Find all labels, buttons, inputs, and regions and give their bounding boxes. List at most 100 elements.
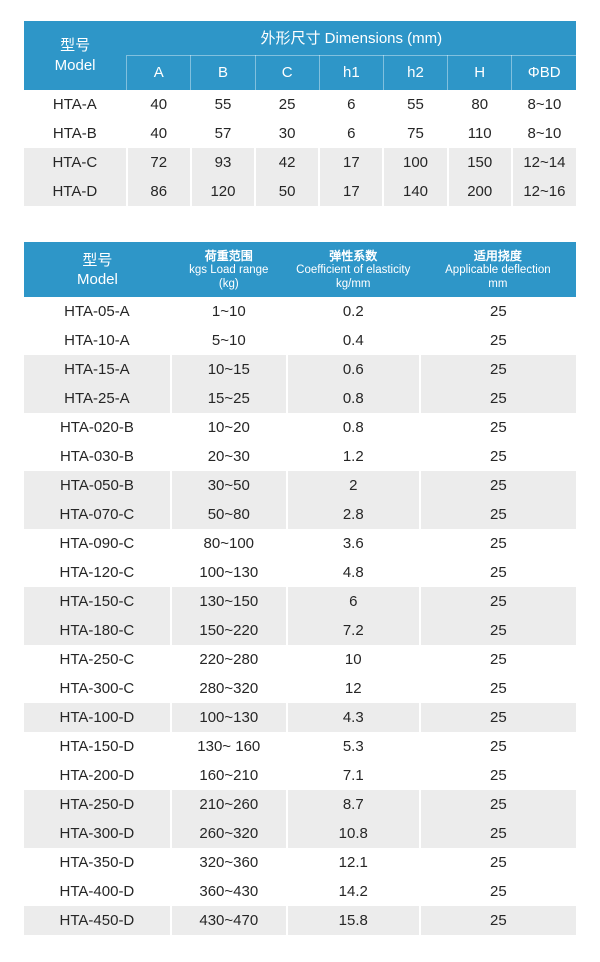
value-cell: 50: [254, 177, 320, 206]
specs-model-header: 型号 Model: [24, 242, 171, 297]
value-cell: 6: [285, 587, 420, 616]
value-cell: 4.3: [285, 703, 420, 732]
model-cell: HTA-200-D: [59, 767, 135, 784]
dimensions-table: 型号 Model 外形尺寸 Dimensions (mm) A B C h1 h…: [24, 21, 576, 206]
model-cell: HTA-090-C: [59, 535, 135, 552]
table-row: HTA-25-A 15~25 0.8 25: [24, 384, 576, 413]
value-cell: 25: [418, 442, 576, 471]
deflection-header: 适用挠度 Applicable deflection mm: [419, 242, 576, 297]
deflection-en: Applicable deflection: [445, 263, 551, 276]
table-row: HTA-A 40 55 25 6 55 80 8~10: [24, 90, 576, 119]
value-cell: 80: [446, 90, 512, 119]
value-cell: 10: [285, 645, 420, 674]
value-cell: 320~360: [169, 848, 287, 877]
table-row: HTA-350-D 320~360 12.1 25: [24, 848, 576, 877]
column-header-obd: ΦBD: [511, 55, 576, 90]
coefficient-unit: kg/mm: [336, 277, 371, 290]
table-row: HTA-050-B 30~50 2 25: [24, 471, 576, 500]
value-cell: 100~130: [169, 558, 287, 587]
table-row: HTA-020-B 10~20 0.8 25: [24, 413, 576, 442]
value-cell: 25: [254, 90, 320, 119]
model-cell: HTA-300-C: [59, 680, 135, 697]
value-cell: 6: [318, 119, 384, 148]
model-cell: HTA-030-B: [59, 448, 134, 465]
model-cell: HTA-070-C: [24, 500, 171, 529]
value-cell: 93: [189, 148, 256, 177]
table-row: HTA-070-C 50~80 2.8 25: [24, 500, 576, 529]
table-row: HTA-300-D 260~320 10.8 25: [24, 819, 576, 848]
value-cell: 0.6: [285, 355, 420, 384]
value-cell: 220~280: [169, 645, 287, 674]
model-cell: HTA-C: [24, 148, 127, 177]
value-cell: 25: [418, 819, 576, 848]
value-cell: 100~130: [169, 703, 287, 732]
value-cell: 4.8: [285, 558, 420, 587]
value-cell: 280~320: [169, 674, 287, 703]
model-header-en: Model: [54, 56, 96, 74]
value-cell: 42: [254, 148, 320, 177]
value-cell: 25: [418, 500, 576, 529]
value-cell: 7.2: [285, 616, 420, 645]
value-cell: 25: [418, 645, 576, 674]
table-row: HTA-10-A 5~10 0.4 25: [24, 326, 576, 355]
value-cell: 86: [125, 177, 191, 206]
value-cell: 72: [125, 148, 191, 177]
value-cell: 200: [446, 177, 512, 206]
table-row: HTA-450-D 430~470 15.8 25: [24, 906, 576, 935]
value-cell: 25: [418, 413, 576, 442]
value-cell: 80~100: [169, 529, 287, 558]
value-cell: 50~80: [169, 500, 287, 529]
model-cell: HTA-15-A: [24, 355, 171, 384]
value-cell: 25: [418, 297, 576, 326]
value-cell: 6: [318, 90, 384, 119]
value-cell: 15~25: [169, 384, 287, 413]
value-cell: 210~260: [169, 790, 287, 819]
spec-sheet-page: 型号 Model 外形尺寸 Dimensions (mm) A B C h1 h…: [24, 21, 576, 935]
header-row-columns: A B C h1 h2 H ΦBD: [24, 55, 576, 90]
table-row: HTA-090-C 80~100 3.6 25: [24, 529, 576, 558]
load-range-unit: (kg): [218, 277, 239, 290]
coefficient-en: Coefficient of elasticity: [296, 263, 411, 276]
value-cell: 140: [382, 177, 448, 206]
value-cell: 25: [418, 848, 576, 877]
value-cell: 2: [285, 471, 420, 500]
table-row: HTA-300-C 280~320 12 25: [24, 674, 576, 703]
value-cell: 55: [189, 90, 256, 119]
model-cell: HTA-250-D: [24, 790, 171, 819]
value-cell: 7.1: [285, 761, 420, 790]
deflection-unit: mm: [488, 277, 508, 290]
model-cell: HTA-300-D: [24, 819, 171, 848]
column-header-c: C: [254, 55, 320, 90]
value-cell: 8~10: [510, 90, 576, 119]
value-cell: 10.8: [285, 819, 420, 848]
model-cell: HTA-020-B: [59, 419, 134, 436]
model-cell: HTA-10-A: [64, 332, 130, 349]
table-row: HTA-B 40 57 30 6 75 110 8~10: [24, 119, 576, 148]
deflection-zh: 适用挠度: [473, 248, 522, 263]
specs-table-header: 型号 Model 荷重范围 kgs Load range (kg) 弹性系数 C…: [24, 242, 576, 297]
model-cell: HTA-150-D: [59, 738, 135, 755]
model-cell: HTA-120-C: [59, 564, 135, 581]
value-cell: 3.6: [285, 529, 420, 558]
specs-table: 型号 Model 荷重范围 kgs Load range (kg) 弹性系数 C…: [24, 242, 576, 935]
table-row: HTA-200-D 160~210 7.1 25: [24, 761, 576, 790]
value-cell: 110: [446, 119, 512, 148]
table-row: HTA-D 86 120 50 17 140 200 12~16: [24, 177, 576, 206]
value-cell: 100: [382, 148, 448, 177]
table-row: HTA-120-C 100~130 4.8 25: [24, 558, 576, 587]
coefficient-zh: 弹性系数: [329, 248, 378, 263]
table-row: HTA-030-B 20~30 1.2 25: [24, 442, 576, 471]
value-cell: 2.8: [285, 500, 420, 529]
model-cell: HTA-25-A: [24, 384, 171, 413]
value-cell: 12~14: [510, 148, 576, 177]
value-cell: 10~15: [169, 355, 287, 384]
column-header-b: B: [190, 55, 256, 90]
value-cell: 25: [418, 529, 576, 558]
table-row: HTA-100-D 100~130 4.3 25: [24, 703, 576, 732]
load-range-header: 荷重范围 kgs Load range (kg): [170, 242, 287, 297]
value-cell: 25: [418, 384, 576, 413]
value-cell: 12.1: [285, 848, 420, 877]
value-cell: 0.8: [285, 384, 420, 413]
value-cell: 30: [254, 119, 320, 148]
specs-table-body: HTA-05-A 1~10 0.2 25 HTA-10-A 5~10 0.4 25 HTA-15…: [24, 297, 576, 935]
